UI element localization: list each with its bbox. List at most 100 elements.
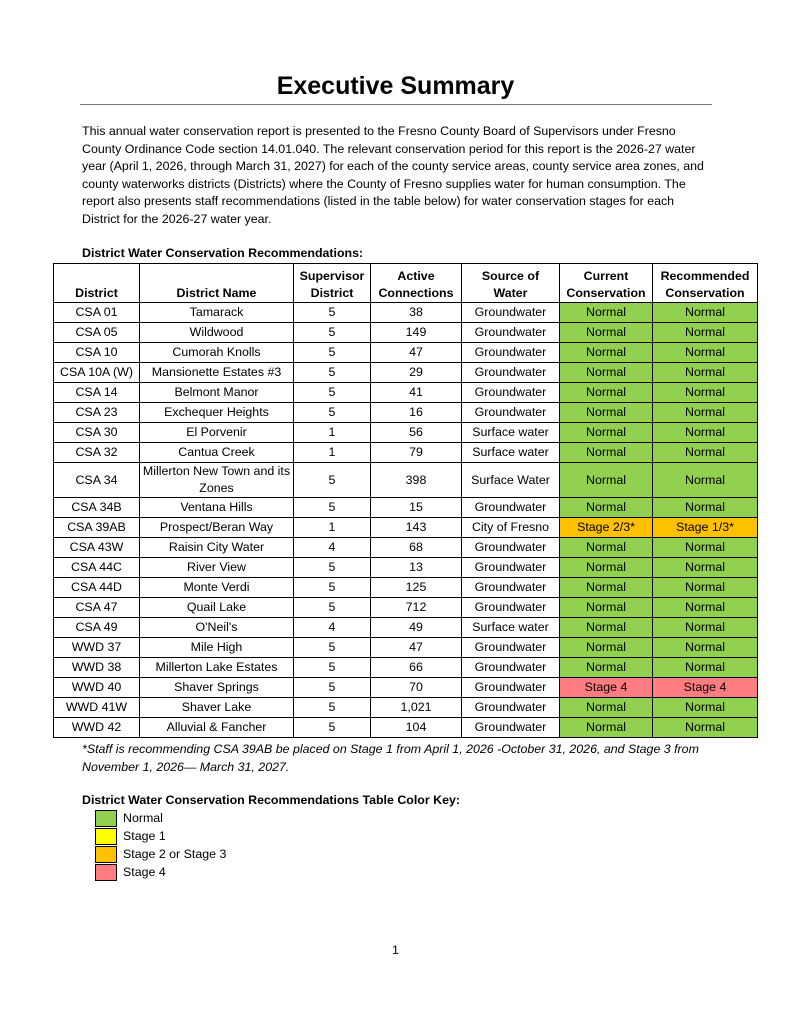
table-cell: CSA 34B — [53, 497, 140, 518]
key-swatch — [95, 863, 117, 881]
header-cell: District — [53, 263, 140, 303]
header-cell: District Name — [139, 263, 294, 303]
status-cell: Stage 4 — [559, 677, 653, 698]
status-cell: Normal — [559, 422, 653, 443]
status-cell: Normal — [559, 577, 653, 598]
status-cell: Normal — [559, 697, 653, 718]
table-cell: 79 — [370, 442, 462, 463]
footnote: *Staff is recommending CSA 39AB be place… — [82, 742, 699, 774]
table-cell: El Porvenir — [139, 422, 294, 443]
table-cell: CSA 34 — [53, 462, 140, 498]
status-cell: Normal — [559, 462, 653, 498]
table-cell: Groundwater — [461, 637, 560, 658]
table-cell: Groundwater — [461, 597, 560, 618]
header-cell: Active Connections — [370, 263, 462, 303]
status-cell: Normal — [652, 402, 758, 423]
table-cell: 13 — [370, 557, 462, 578]
key-label: Stage 4 — [123, 865, 166, 879]
status-cell: Normal — [559, 382, 653, 403]
table-cell: Groundwater — [461, 497, 560, 518]
table-cell: CSA 23 — [53, 402, 140, 423]
key-title: District Water Conservation Recommendati… — [82, 793, 460, 807]
header-row: District District Name Supervisor District… — [53, 263, 758, 303]
table-row: CSA 34B Ventana Hills 5 15 Groundwater Normal… — [53, 497, 758, 518]
status-cell: Normal — [652, 342, 758, 363]
table-row: CSA 10A (W) Mansionette Estates #3 5 29 Grou… — [53, 362, 758, 383]
table-cell: 5 — [293, 362, 371, 383]
table-cell: Surface Water — [461, 462, 560, 498]
table-cell: 68 — [370, 537, 462, 558]
table-cell: CSA 30 — [53, 422, 140, 443]
table-row: CSA 43W Raisin City Water 4 68 Groundwater No… — [53, 537, 758, 558]
table-row: CSA 14 Belmont Manor 5 41 Groundwater Normal N… — [53, 382, 758, 403]
table-cell: 5 — [293, 597, 371, 618]
table-cell: 5 — [293, 322, 371, 343]
status-cell: Normal — [652, 557, 758, 578]
table-cell: 398 — [370, 462, 462, 498]
status-cell: Normal — [652, 697, 758, 718]
page-number: 1 — [392, 943, 399, 957]
table-cell: 5 — [293, 717, 371, 738]
table-cell: 4 — [293, 537, 371, 558]
table-cell: Cantua Creek — [139, 442, 294, 463]
status-cell: Normal — [559, 442, 653, 463]
table-row: CSA 23 Exchequer Heights 5 16 Groundwater Nor… — [53, 402, 758, 423]
table-cell: CSA 05 — [53, 322, 140, 343]
table-cell: O'Neil's — [139, 617, 294, 638]
table-cell: 38 — [370, 302, 462, 323]
table-cell: WWD 41W — [53, 697, 140, 718]
header-cell: Recommended Conservation — [652, 263, 758, 303]
status-cell: Normal — [559, 342, 653, 363]
status-cell: Stage 2/3* — [559, 517, 653, 538]
status-cell: Normal — [652, 322, 758, 343]
table-row: WWD 37 Mile High 5 47 Groundwater Normal Norma… — [53, 637, 758, 658]
status-cell: Normal — [652, 422, 758, 443]
table-cell: 56 — [370, 422, 462, 443]
status-cell: Normal — [559, 657, 653, 678]
table-cell: 70 — [370, 677, 462, 698]
table-caption: District Water Conservation Recommendati… — [82, 246, 364, 260]
table-row: CSA 47 Quail Lake 5 712 Groundwater Normal Nor… — [53, 597, 758, 618]
table-row: CSA 44C River View 5 13 Groundwater Normal Nor… — [53, 557, 758, 578]
status-cell: Normal — [559, 557, 653, 578]
status-cell: Normal — [652, 577, 758, 598]
table-cell: 5 — [293, 342, 371, 363]
table-cell: WWD 38 — [53, 657, 140, 678]
table-cell: 29 — [370, 362, 462, 383]
key-label: Stage 1 — [123, 829, 166, 843]
header-cell: Source of Water — [461, 263, 560, 303]
color-key: Normal Stage 1 Stage 2 or Stage 3 Stage 4 — [95, 809, 226, 881]
table-cell: Millerton New Town and its Zones — [139, 462, 294, 498]
status-cell: Normal — [652, 637, 758, 658]
table-cell: 104 — [370, 717, 462, 738]
table-cell: 1,021 — [370, 697, 462, 718]
status-cell: Normal — [652, 302, 758, 323]
table-row: WWD 41W Shaver Lake 5 1,021 Groundwater Norma… — [53, 697, 758, 718]
title: Executive Summary — [276, 72, 515, 100]
table-cell: WWD 42 — [53, 717, 140, 738]
table-cell: CSA 43W — [53, 537, 140, 558]
table-cell: Groundwater — [461, 557, 560, 578]
status-cell: Normal — [559, 537, 653, 558]
table-cell: Groundwater — [461, 577, 560, 598]
status-cell: Normal — [559, 497, 653, 518]
intro-paragraph: This annual water conservation report is… — [82, 124, 704, 226]
table-cell: Groundwater — [461, 657, 560, 678]
table-cell: 5 — [293, 497, 371, 518]
table-body: CSA 01 Tamarack 5 38 Groundwater Normal Normal… — [53, 302, 758, 738]
table-cell: Alluvial & Fancher — [139, 717, 294, 738]
status-cell: Normal — [652, 497, 758, 518]
table-cell: CSA 32 — [53, 442, 140, 463]
table-cell: Shaver Springs — [139, 677, 294, 698]
table-cell: 15 — [370, 497, 462, 518]
table-cell: 41 — [370, 382, 462, 403]
table-row: CSA 49 O'Neil's 4 49 Surface water Normal Norm… — [53, 617, 758, 638]
table-cell: Groundwater — [461, 322, 560, 343]
key-item: Normal — [95, 809, 226, 827]
table-cell: Raisin City Water — [139, 537, 294, 558]
key-label: Normal — [123, 811, 163, 825]
status-cell: Normal — [652, 362, 758, 383]
table-cell: 66 — [370, 657, 462, 678]
table-cell: Quail Lake — [139, 597, 294, 618]
table-cell: Mile High — [139, 637, 294, 658]
